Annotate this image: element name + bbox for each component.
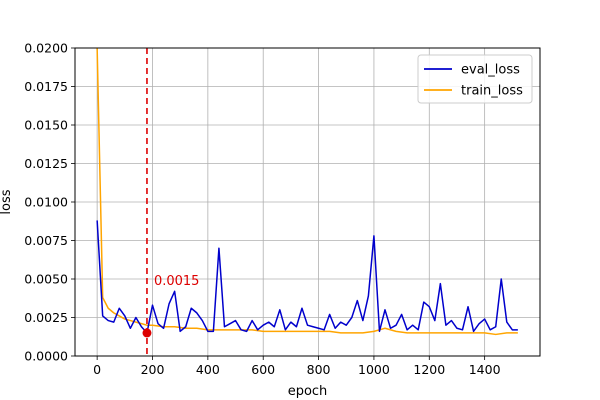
y-tick-label: 0.0025 xyxy=(24,310,68,325)
y-tick-label: 0.0125 xyxy=(24,156,68,171)
annotation-layer: 0.0015 xyxy=(142,48,199,356)
y-tick-label: 0.0000 xyxy=(24,349,68,364)
series-line-eval-loss xyxy=(96,220,518,334)
y-tick-label: 0.0100 xyxy=(24,195,68,210)
x-tick-label: 1000 xyxy=(358,362,390,377)
y-tick-label: 0.0075 xyxy=(24,233,68,248)
best-loss-point xyxy=(142,328,152,338)
series-layer xyxy=(96,48,518,336)
x-tick-label: 0 xyxy=(93,362,101,377)
y-axis-label: loss xyxy=(0,189,14,214)
legend: eval_loss train_loss xyxy=(417,54,533,104)
y-tick-label: 0.0150 xyxy=(24,118,68,133)
y-tick-label: 0.0200 xyxy=(24,41,68,56)
x-tick-label: 600 xyxy=(251,362,275,377)
x-tick-label: 1400 xyxy=(469,362,501,377)
ticks-layer: 0 200 400 600 800 1000 1200 1400 0.0000 0.0025 0.0… xyxy=(24,41,500,378)
y-tick-label: 0.0175 xyxy=(24,79,68,94)
legend-entry-eval-loss: eval_loss xyxy=(461,63,520,78)
legend-box xyxy=(417,54,533,104)
series-line-train-loss xyxy=(96,48,518,336)
y-tick-label: 0.0050 xyxy=(24,272,68,287)
x-axis-label: epoch xyxy=(288,384,328,399)
x-tick-label: 200 xyxy=(141,362,165,377)
x-tick-label: 1200 xyxy=(413,362,445,377)
x-tick-label: 800 xyxy=(307,362,331,377)
best-loss-label: 0.0015 xyxy=(154,274,200,289)
x-tick-label: 400 xyxy=(196,362,220,377)
legend-entry-train-loss: train_loss xyxy=(461,84,523,99)
